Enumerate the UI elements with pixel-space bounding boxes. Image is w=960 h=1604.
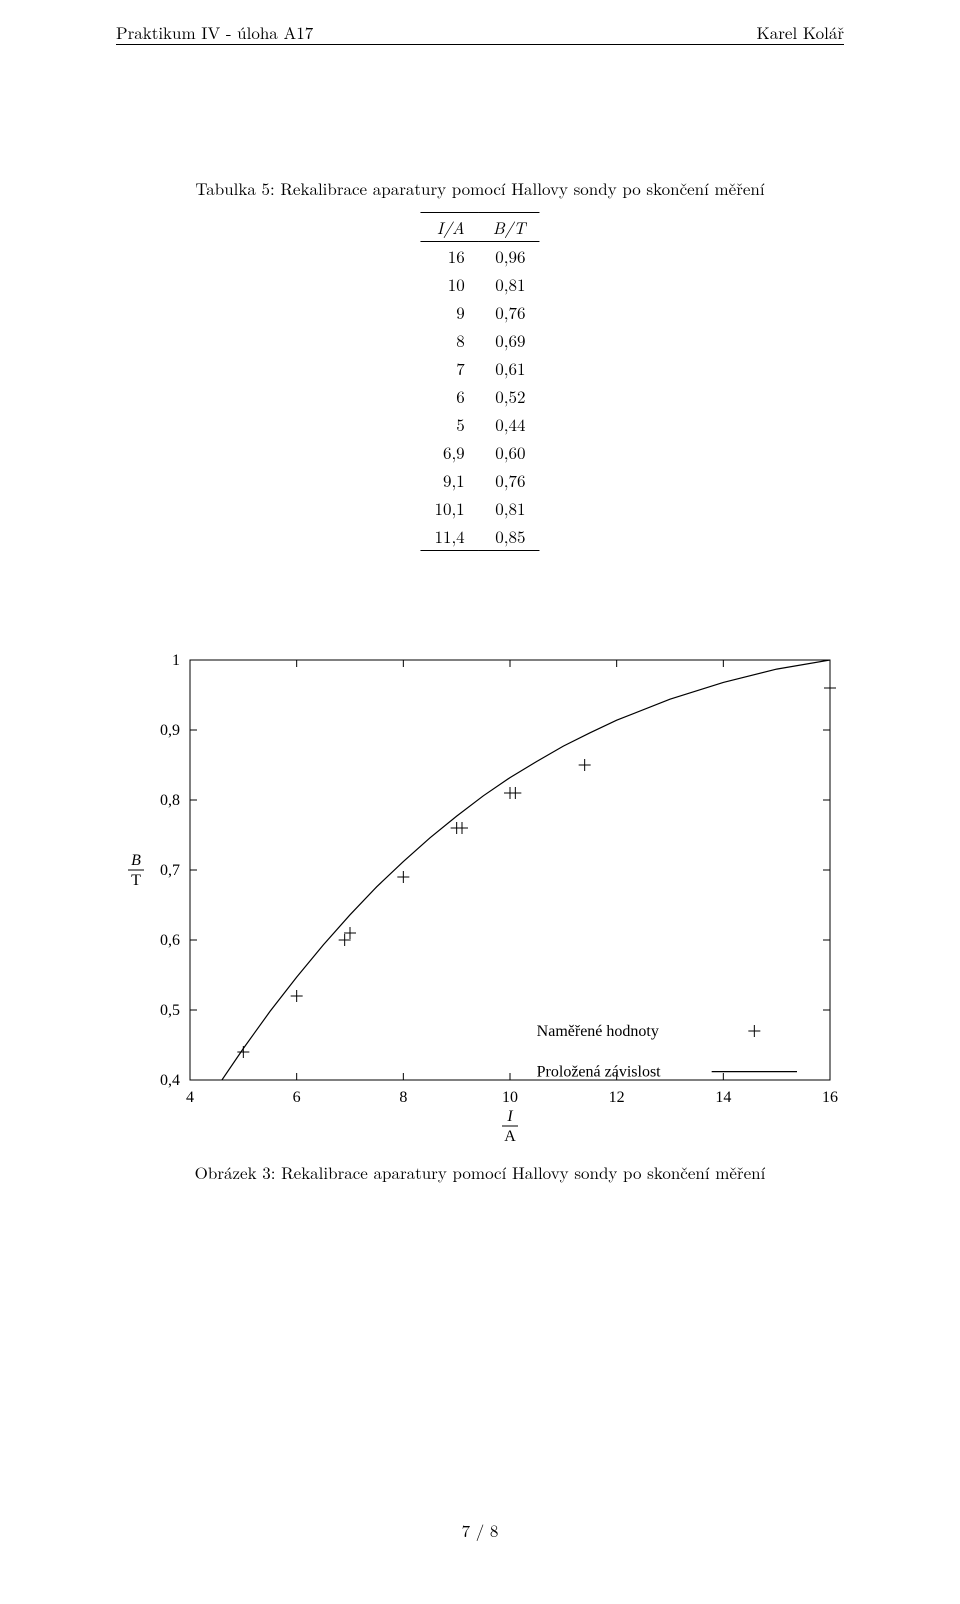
table-cell: 0,76: [479, 298, 540, 326]
table-caption: Tabulka 5: Rekalibrace aparatury pomocí …: [0, 176, 960, 200]
table-cell: 9: [420, 298, 478, 326]
page-number: 7 / 8: [0, 1518, 960, 1542]
svg-text:I: I: [506, 1108, 513, 1125]
table-cell: 0,96: [479, 242, 540, 271]
svg-text:A: A: [504, 1128, 516, 1144]
table-cell: 11,4: [420, 522, 478, 551]
svg-text:0,6: 0,6: [160, 932, 180, 949]
svg-text:0,8: 0,8: [160, 792, 180, 809]
svg-text:T: T: [131, 872, 141, 889]
figure-svg: 4 6 8 10 12 14 16 0,4 0,5 0,6 0,7 0,8 0,9 1 BT IA Naměře…: [116, 650, 844, 1144]
table-cell: 7: [420, 354, 478, 382]
table-cell: 0,76: [479, 466, 540, 494]
table-cell: 0,52: [479, 382, 540, 410]
svg-text:Naměřené hodnoty: Naměřené hodnoty: [537, 1023, 659, 1040]
table-cell: 6,9: [420, 438, 478, 466]
svg-text:10: 10: [502, 1089, 518, 1106]
svg-text:1: 1: [172, 652, 180, 669]
svg-text:0,5: 0,5: [160, 1002, 180, 1019]
page: Praktikum IV - úloha A17 Karel Kolář Tab…: [0, 0, 960, 1604]
table-cell: 8: [420, 326, 478, 354]
svg-text:8: 8: [399, 1089, 407, 1106]
table-cell: 10: [420, 270, 478, 298]
svg-text:0,4: 0,4: [160, 1072, 180, 1089]
figure-caption: Obrázek 3: Rekalibrace aparatury pomocí …: [0, 1160, 960, 1184]
table-cell: 5: [420, 410, 478, 438]
table-cell: 9,1: [420, 466, 478, 494]
svg-text:16: 16: [822, 1089, 838, 1106]
table-cell: 0,44: [479, 410, 540, 438]
table-recalibration: I/A B/T 160,96100,8190,7680,6970,6160,52…: [420, 212, 539, 551]
table-cell: 0,69: [479, 326, 540, 354]
figure-recalibration: 4 6 8 10 12 14 16 0,4 0,5 0,6 0,7 0,8 0,9 1 BT IA Naměře…: [116, 650, 844, 1144]
table-cell: 0,81: [479, 494, 540, 522]
table-col2-header: B/T: [479, 213, 540, 242]
table-cell: 0,61: [479, 354, 540, 382]
svg-text:14: 14: [715, 1089, 731, 1106]
svg-text:0,7: 0,7: [160, 862, 180, 879]
svg-text:Proložená závislost: Proložená závislost: [537, 1064, 662, 1081]
svg-text:0,9: 0,9: [160, 722, 180, 739]
svg-text:6: 6: [293, 1089, 301, 1106]
table-cell: 0,85: [479, 522, 540, 551]
svg-text:12: 12: [609, 1089, 625, 1106]
table-cell: 0,81: [479, 270, 540, 298]
table-body: 160,96100,8190,7680,6970,6160,5250,446,9…: [420, 242, 539, 551]
table-col1-header: I/A: [420, 213, 478, 242]
table-cell: 0,60: [479, 438, 540, 466]
table-cell: 6: [420, 382, 478, 410]
table-cell: 16: [420, 242, 478, 271]
table-cell: 10,1: [420, 494, 478, 522]
svg-text:B: B: [131, 852, 141, 869]
header-left: Praktikum IV - úloha A17: [116, 20, 313, 44]
svg-text:4: 4: [186, 1089, 194, 1106]
header-right: Karel Kolář: [757, 20, 844, 44]
header-rule: [116, 44, 844, 45]
